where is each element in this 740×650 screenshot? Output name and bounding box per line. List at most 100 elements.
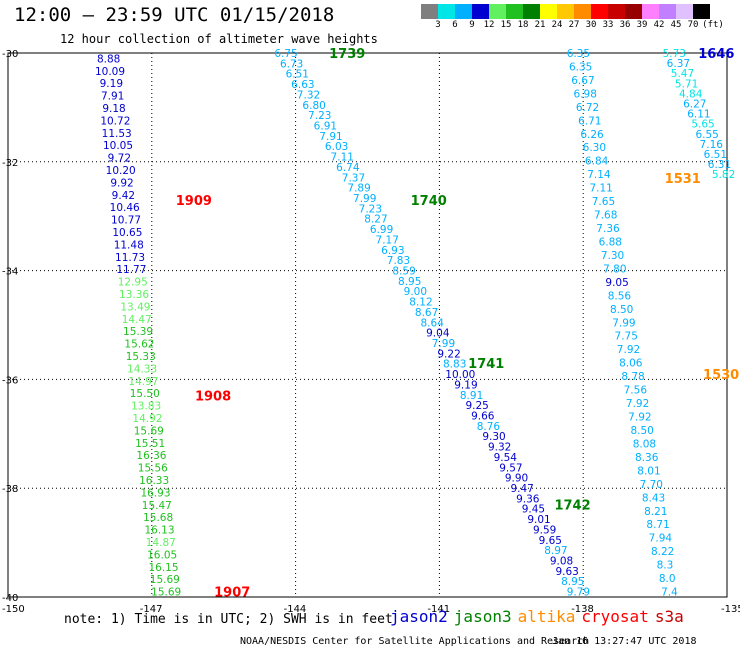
color-swatch: [608, 4, 625, 19]
wave-height-value: 8.83: [443, 359, 466, 371]
wave-height-value: 8.06: [619, 358, 643, 370]
color-scale-units: (ft): [702, 20, 724, 30]
wave-height-value: 9.63: [555, 566, 578, 578]
color-scale-label: 27: [568, 20, 580, 30]
color-swatch: [557, 4, 574, 19]
wave-height-value: 6.35: [569, 61, 592, 73]
wave-height-value: 15.69: [134, 425, 164, 437]
wave-height-value: 9.00: [404, 286, 427, 298]
wave-height-value: 9.65: [539, 535, 562, 547]
wave-height-value: 6.55: [695, 129, 718, 141]
wave-height-value: 6.31: [708, 159, 731, 171]
color-scale-labels: 3 6 9 12 15 18 21 24 27 30 33 36 39 42 45 70 (ft): [421, 20, 740, 34]
wave-height-value: 8.88: [97, 53, 120, 65]
wave-height-value: 6.26: [580, 129, 604, 141]
wave-height-value: 8.64: [421, 317, 445, 329]
wave-height-value: 10.00: [445, 369, 475, 381]
wave-height-value: 9.19: [454, 379, 477, 391]
wave-height-value: 7.11: [331, 152, 354, 164]
wave-height-value: 7.11: [589, 183, 612, 195]
color-scale-label: 12: [483, 20, 495, 30]
wave-height-value: 8.01: [637, 465, 660, 477]
wave-height-value: 8.36: [635, 452, 659, 464]
wave-height-value: 7.92: [617, 344, 640, 356]
wave-height-value: 6.72: [576, 102, 599, 114]
wave-height-value: 7.83: [387, 255, 410, 267]
color-scale-label: 33: [602, 20, 614, 30]
color-scale-label: 15: [500, 20, 512, 30]
wave-height-value: 8.76: [477, 421, 501, 433]
pass-time-label: 1908: [195, 390, 231, 405]
wave-height-value: 7.65: [592, 196, 615, 208]
color-swatch: [591, 4, 608, 19]
wave-height-value: 5.47: [671, 68, 694, 80]
color-swatch: [438, 4, 455, 19]
wave-height-value: 16.36: [136, 450, 166, 462]
legend-item-jason2: jason2: [390, 607, 448, 626]
generation-timestamp: Jan 16 13:27:47 UTC 2018: [552, 636, 697, 647]
wave-height-value: 9.05: [605, 277, 628, 289]
wave-height-value: 7.99: [612, 317, 635, 329]
wave-height-value: 13.83: [131, 401, 161, 413]
color-scale-label: 3: [435, 20, 441, 30]
wave-height-value: 8.91: [460, 390, 483, 402]
color-swatch: [659, 4, 676, 19]
map-frame: [7, 52, 728, 598]
footer-note: note: 1) Time is in UTC; 2) SWH is in fe…: [64, 612, 393, 627]
wave-height-value: 16.93: [140, 487, 170, 499]
wave-height-value: 8.71: [646, 519, 669, 531]
wave-height-value: 7.16: [700, 139, 724, 151]
color-scale-label: 9: [469, 20, 475, 30]
wave-height-value: 8.0: [659, 573, 676, 585]
wave-height-value: 8.43: [642, 492, 665, 504]
wave-height-value: 8.67: [415, 307, 438, 319]
wave-height-value: 8.78: [621, 371, 644, 383]
wave-height-value: 10.72: [100, 115, 130, 127]
satellite-legend: jason2 jason3 altika cryosat s3a: [390, 607, 690, 626]
wave-height-value: 6.88: [599, 236, 622, 248]
wave-height-value: 9.57: [499, 462, 522, 474]
wave-height-value: 5.82: [712, 169, 735, 181]
wave-height-value: 7.37: [342, 172, 365, 184]
wave-height-value: 7.17: [376, 234, 399, 246]
wave-height-value: 9.92: [110, 177, 133, 189]
color-swatch: [523, 4, 540, 19]
wave-height-value: 7.32: [297, 89, 320, 101]
color-swatch: [574, 4, 591, 19]
wave-height-value: 9.22: [437, 348, 460, 360]
wave-height-value: 16.15: [148, 562, 178, 574]
color-swatch: [540, 4, 557, 19]
wave-height-value: 5.73: [663, 48, 686, 60]
wave-height-value: 6.73: [280, 58, 303, 70]
wave-height-value: 14.87: [146, 537, 176, 549]
wave-height-value: 6.51: [704, 149, 727, 161]
wave-height-value: 9.08: [550, 555, 573, 567]
wave-height-value: 15.47: [142, 500, 172, 512]
wave-height-value: 9.30: [482, 431, 505, 443]
color-swatch: [472, 4, 489, 19]
credit-line: NOAA/NESDIS Center for Satellite Applica…: [240, 636, 590, 647]
wave-height-value: 7.91: [101, 91, 124, 103]
color-scale-bar: [421, 4, 710, 19]
wave-height-value: 6.63: [291, 79, 314, 91]
color-swatch: [489, 4, 506, 19]
wave-height-value: 7.99: [432, 338, 455, 350]
latitude-label: -34: [2, 267, 18, 278]
legend-item-altika: altika: [517, 607, 576, 626]
latitude-label: -30: [2, 49, 18, 60]
color-swatch: [625, 4, 642, 19]
wave-height-value: 5.71: [675, 78, 698, 90]
wave-height-value: 9.54: [494, 452, 518, 464]
wave-height-value: 7.70: [640, 479, 663, 491]
wave-height-value: 14.97: [128, 376, 158, 388]
wave-height-value: 13.49: [120, 301, 150, 313]
wave-height-value: 9.45: [522, 504, 545, 516]
wave-height-value: 9.59: [533, 524, 556, 536]
pass-time-label: 1646: [698, 47, 734, 62]
wave-height-value: 16.33: [139, 475, 169, 487]
color-scale-label: 70: [687, 20, 699, 30]
wave-height-value: 8.27: [364, 214, 387, 226]
wave-height-value: 8.97: [544, 545, 567, 557]
wave-height-value: 8.59: [392, 265, 415, 277]
